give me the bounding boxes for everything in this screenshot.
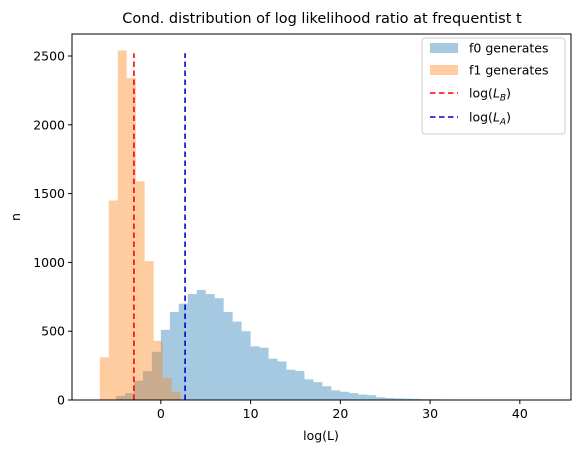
histogram-bar <box>412 398 422 400</box>
histogram-bar <box>268 358 278 400</box>
histogram-bar <box>160 329 170 400</box>
histogram-bar <box>241 331 251 400</box>
y-tick-label: 1000 <box>33 255 65 270</box>
histogram-bar <box>178 303 188 400</box>
histogram-bar <box>126 78 136 400</box>
histogram-bar <box>304 379 314 400</box>
histogram-bar <box>286 369 296 400</box>
x-axis-label: log(L) <box>303 428 339 443</box>
y-tick-label: 2000 <box>33 117 65 132</box>
y-tick-label: 0 <box>57 393 65 408</box>
histogram-bar <box>187 294 197 400</box>
y-axis: 0 500 1000 1500 2000 2500 <box>33 49 72 408</box>
histogram-bar <box>349 393 359 400</box>
histogram-bar <box>117 50 127 400</box>
histogram-bar <box>385 397 395 400</box>
histogram-bar <box>223 311 233 400</box>
chart-title: Cond. distribution of log likelihood rat… <box>122 11 522 27</box>
histogram-bar <box>250 346 260 400</box>
legend-label: f1 generates <box>469 63 548 78</box>
x-tick-label: 40 <box>512 406 528 421</box>
histogram-bar <box>331 390 341 400</box>
histogram-bar <box>153 340 163 400</box>
x-tick-label: 30 <box>422 406 438 421</box>
histogram-bar <box>151 351 161 400</box>
histogram-bar <box>313 382 323 400</box>
histogram-bar <box>232 321 242 400</box>
legend-swatch <box>430 65 458 75</box>
legend-swatch <box>430 43 458 53</box>
histogram-bar <box>162 377 172 400</box>
series-f1-bars <box>99 50 181 400</box>
legend-label: log(LB) <box>469 86 511 104</box>
legend-box <box>421 37 566 135</box>
legend-label: f0 generates <box>469 41 548 56</box>
histogram-bar <box>367 395 377 400</box>
y-tick-label: 1500 <box>33 186 65 201</box>
histogram-bar <box>133 380 143 400</box>
series-f0-bars <box>115 289 556 400</box>
histogram-bar <box>277 361 287 400</box>
y-axis-label: n <box>8 213 23 221</box>
legend-label: log(LA) <box>469 110 511 128</box>
histogram-bar <box>124 393 134 400</box>
histogram-bar <box>376 397 386 400</box>
x-tick-label: 0 <box>157 406 165 421</box>
plot-area <box>99 50 556 400</box>
histogram-bar <box>259 347 269 400</box>
histogram-bar <box>142 371 152 400</box>
histogram-bar <box>403 398 413 400</box>
histogram-bar <box>144 261 154 400</box>
histogram-bar <box>196 289 206 400</box>
histogram-bar <box>135 181 145 400</box>
histogram-bar <box>295 371 305 400</box>
legend: f0 generates f1 generates log(LB) log(LA) <box>421 37 566 135</box>
histogram-bar <box>394 398 404 400</box>
histogram-bar <box>322 386 332 400</box>
plot-frame <box>71 33 572 401</box>
histogram-bar <box>171 391 181 400</box>
histogram-bar <box>340 391 350 400</box>
y-tick-label: 500 <box>41 324 65 339</box>
x-tick-label: 10 <box>243 406 259 421</box>
histogram-bar <box>99 357 109 400</box>
histogram-bar <box>169 311 179 400</box>
x-axis: 0 10 20 30 40 <box>157 400 528 421</box>
histogram-bar <box>358 394 368 400</box>
x-tick-label: 20 <box>332 406 348 421</box>
histogram-bar <box>108 200 118 400</box>
histogram-bar <box>214 298 224 400</box>
histogram-bar <box>205 294 215 400</box>
y-tick-label: 2500 <box>33 49 65 64</box>
histogram-bar <box>115 395 125 400</box>
